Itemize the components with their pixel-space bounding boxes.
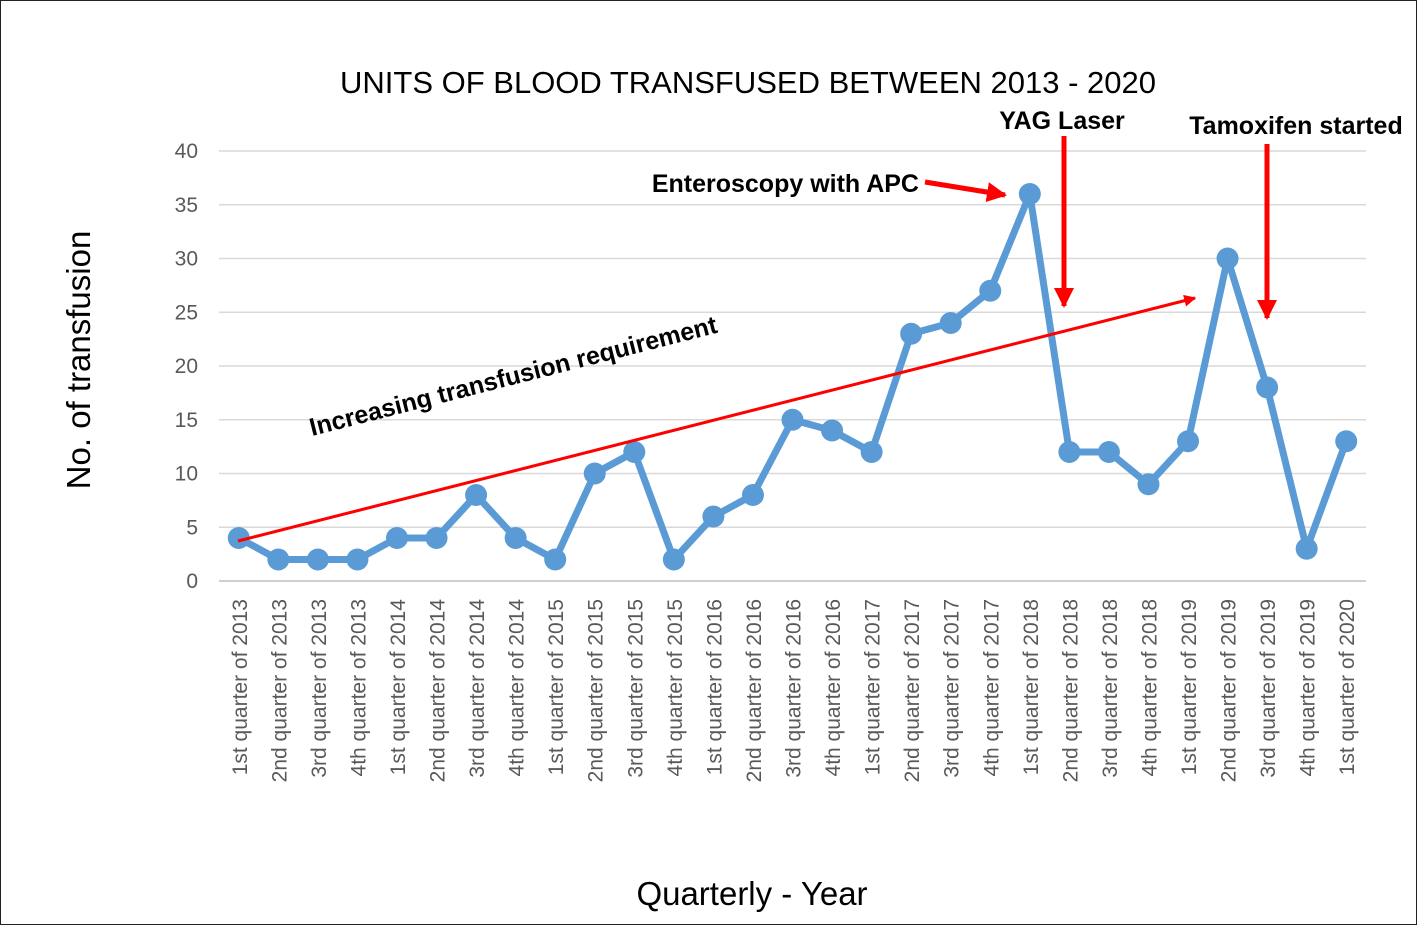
data-point <box>900 322 923 345</box>
data-point <box>267 548 290 571</box>
apc-annotation: Enteroscopy with APC <box>652 170 919 198</box>
x-tick-label: 2nd quarter of 2015 <box>585 599 608 782</box>
data-point <box>1335 430 1358 453</box>
y-tick-labels: 0 5 10 15 20 25 30 35 40 <box>175 140 198 593</box>
tamoxifen-annotation: Tamoxifen started <box>1189 112 1402 140</box>
x-tick-label: 2nd quarter of 2018 <box>1059 599 1082 782</box>
apc-arrow <box>924 179 1007 202</box>
x-tick-label: 1st quarter of 2020 <box>1336 599 1359 775</box>
x-tick-labels: 1st quarter of 2013 2nd quarter of 2013 3r… <box>229 599 1359 783</box>
y-tick-label: 0 <box>186 570 198 593</box>
data-point <box>227 527 250 549</box>
x-tick-label: 1st quarter of 2014 <box>387 599 410 776</box>
y-tick-label: 40 <box>175 140 198 163</box>
data-point <box>702 505 725 528</box>
data-point <box>623 441 646 463</box>
x-tick-label: 2nd quarter of 2017 <box>901 599 924 782</box>
series-line <box>237 190 1350 563</box>
gridlines <box>219 150 1366 582</box>
y-tick-label: 30 <box>175 248 198 271</box>
y-tick-label: 35 <box>175 194 198 217</box>
data-point <box>939 312 962 334</box>
x-tick-label: 4th quarter of 2016 <box>822 599 845 776</box>
data-point <box>425 527 448 549</box>
x-tick-label: 3rd quarter of 2019 <box>1257 599 1280 778</box>
data-point <box>781 408 804 431</box>
x-tick-label: 2nd quarter of 2016 <box>743 599 766 782</box>
x-tick-label: 3rd quarter of 2016 <box>783 599 806 778</box>
x-tick-label: 4th quarter of 2013 <box>347 599 370 776</box>
data-point <box>860 441 883 463</box>
yag-annotation: YAG Laser <box>999 107 1125 135</box>
x-tick-label: 3rd quarter of 2013 <box>308 599 331 778</box>
x-tick-label: 3rd quarter of 2017 <box>941 599 964 778</box>
data-point <box>346 548 369 571</box>
data-point <box>1137 473 1160 496</box>
y-axis-title: No. of transfusion <box>60 231 97 490</box>
y-tick-label: 10 <box>175 463 198 486</box>
data-point <box>306 548 329 571</box>
x-tick-label: 1st quarter of 2016 <box>703 599 726 775</box>
data-point <box>1256 376 1279 399</box>
x-tick-label: 3rd quarter of 2018 <box>1099 599 1122 778</box>
x-tick-label: 3rd quarter of 2014 <box>466 599 489 778</box>
data-point <box>1097 441 1120 463</box>
data-point <box>1177 430 1200 453</box>
x-tick-label: 4th quarter of 2017 <box>980 599 1003 776</box>
annotations: Increasing transfusion requirement Enter… <box>237 107 1403 543</box>
data-point <box>583 462 606 485</box>
data-point <box>741 484 764 506</box>
data-point <box>544 548 567 571</box>
x-tick-label: 1st quarter of 2019 <box>1178 599 1201 775</box>
trend-arrow <box>237 294 1197 543</box>
x-tick-label: 2nd quarter of 2014 <box>427 599 450 783</box>
data-point <box>1058 441 1081 463</box>
data-point <box>465 484 488 506</box>
x-axis-title: Quarterly - Year <box>636 875 867 912</box>
y-tick-label: 20 <box>175 355 198 378</box>
x-tick-label: 1st quarter of 2013 <box>229 599 252 775</box>
x-tick-label: 4th quarter of 2014 <box>506 599 529 777</box>
data-point <box>1018 183 1041 205</box>
x-tick-label: 2nd quarter of 2013 <box>268 599 291 782</box>
x-tick-label: 4th quarter of 2019 <box>1297 599 1320 776</box>
x-tick-label: 1st quarter of 2015 <box>545 599 568 775</box>
x-tick-label: 4th quarter of 2015 <box>664 599 687 776</box>
data-point <box>1295 537 1318 560</box>
series-transfusions <box>227 183 1358 571</box>
x-tick-label: 1st quarter of 2018 <box>1020 599 1043 775</box>
data-point <box>504 527 527 549</box>
trend-annotation: Increasing transfusion requirement <box>307 311 721 442</box>
data-point <box>821 419 844 442</box>
data-point <box>1216 247 1239 270</box>
y-tick-label: 5 <box>186 516 198 539</box>
data-point <box>385 527 408 549</box>
y-tick-label: 25 <box>175 301 198 324</box>
x-tick-label: 2nd quarter of 2019 <box>1218 599 1241 782</box>
y-tick-label: 15 <box>175 409 198 432</box>
x-tick-label: 4th quarter of 2018 <box>1138 599 1161 776</box>
x-tick-label: 3rd quarter of 2015 <box>624 599 647 778</box>
x-tick-label: 1st quarter of 2017 <box>862 599 885 775</box>
data-point <box>662 548 685 571</box>
data-point <box>979 279 1002 302</box>
chart-title: UNITS OF BLOOD TRANSFUSED BETWEEN 2013 -… <box>340 65 1156 100</box>
